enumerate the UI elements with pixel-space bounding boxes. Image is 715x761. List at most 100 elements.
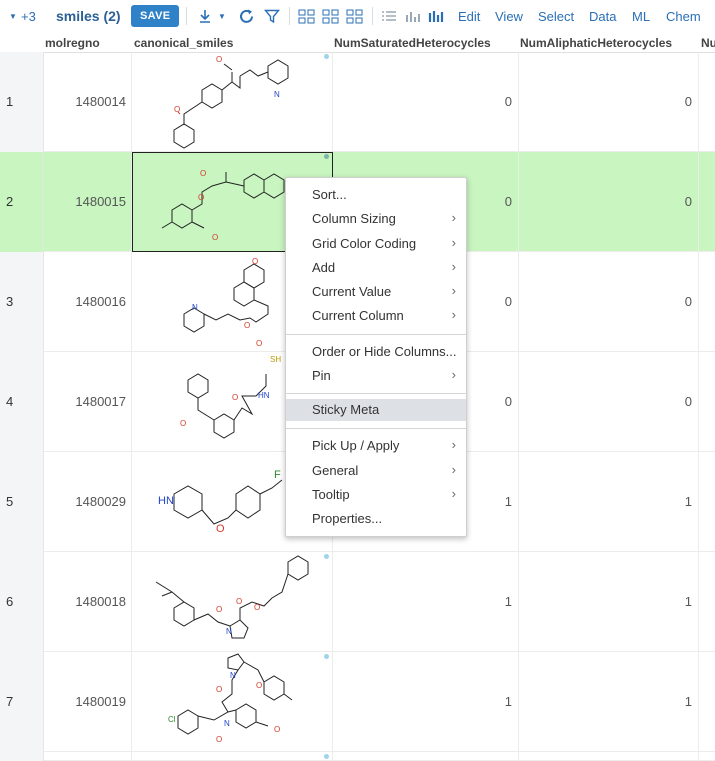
column-header-canonical-smiles[interactable]: canonical_smiles xyxy=(134,36,234,50)
molregno-cell[interactable]: 1480017 xyxy=(44,352,132,452)
menu-data[interactable]: Data xyxy=(589,8,617,24)
row-header[interactable]: 3 xyxy=(0,252,44,352)
num-saturated-heterocycles-cell[interactable]: 0 xyxy=(333,252,519,352)
grid-layout-icon[interactable] xyxy=(298,0,315,32)
molregno-cell[interactable]: 1480016 xyxy=(44,252,132,352)
row-header[interactable]: 4 xyxy=(0,352,44,452)
table-row[interactable] xyxy=(0,752,715,761)
num-saturated-heterocycles-cell[interactable]: 0 xyxy=(333,52,519,152)
table-row[interactable]: 7 1480019 Cl N N O O O O 1 1 xyxy=(0,652,715,752)
extra-tabs-count[interactable]: +3 xyxy=(21,8,36,24)
column-list-icon[interactable] xyxy=(381,0,397,32)
smiles-cell[interactable]: Cl N N O O O O xyxy=(132,652,333,752)
num-saturated-heterocycles-cell[interactable]: 1 xyxy=(333,552,519,652)
tile-layout-icon[interactable] xyxy=(322,0,339,32)
num-aliphatic-heterocycles-cell[interactable]: 1 xyxy=(519,652,699,752)
num-saturated-heterocycles-cell[interactable]: 0 xyxy=(333,352,519,452)
row-header[interactable]: 6 xyxy=(0,552,44,652)
molregno-cell[interactable]: 1480014 xyxy=(44,52,132,152)
menu-item-pin[interactable]: Pin › xyxy=(312,367,456,383)
num-saturated-heterocycles-cell[interactable] xyxy=(333,752,519,761)
menu-item-sort[interactable]: Sort... xyxy=(312,187,347,202)
num-aliphatic-heterocycles-cell[interactable]: 0 xyxy=(519,352,699,452)
chevron-right-icon: › xyxy=(451,210,456,225)
table-row[interactable]: 5 1480029 HN O F 1 1 xyxy=(0,452,715,552)
menu-edit[interactable]: Edit xyxy=(458,8,481,24)
table-row[interactable]: 6 1480018 O N O O 1 1 xyxy=(0,552,715,652)
atom-label: O xyxy=(254,603,260,612)
filter-icon[interactable] xyxy=(264,0,280,32)
molregno-cell[interactable]: 1480019 xyxy=(44,652,132,752)
menu-item-current-column[interactable]: Current Column › xyxy=(312,307,456,323)
molregno-value: 1480016 xyxy=(75,294,126,309)
row-header[interactable] xyxy=(0,752,44,761)
molecule-indicator-dot xyxy=(324,54,329,59)
menu-ml[interactable]: ML xyxy=(632,8,651,24)
num-aliphatic-heterocycles-cell[interactable]: 0 xyxy=(519,52,699,152)
menu-item-column-sizing[interactable]: Column Sizing › xyxy=(312,210,456,226)
menu-chem[interactable]: Chem xyxy=(666,8,701,24)
table-row[interactable]: 1 1480014 O O N 0 0 xyxy=(0,52,715,152)
smiles-cell[interactable] xyxy=(132,752,333,761)
menu-item-tooltip[interactable]: Tooltip › xyxy=(312,486,456,502)
num-aliphatic-heterocycles-cell[interactable]: 0 xyxy=(519,252,699,352)
column-header-num-saturated-heterocycles[interactable]: NumSaturatedHeterocycles xyxy=(334,36,491,50)
cell-value: 0 xyxy=(504,194,512,209)
molecule-structure: HN O F xyxy=(158,469,283,535)
menu-item-properties[interactable]: Properties... xyxy=(312,511,383,526)
num-aliphatic-heterocycles-cell[interactable] xyxy=(519,752,699,761)
atom-label: SH xyxy=(270,355,281,364)
menu-item-current-value[interactable]: Current Value › xyxy=(312,283,456,299)
atom-label: F xyxy=(274,469,281,481)
atom-label: O xyxy=(174,105,180,114)
menu-divider xyxy=(286,393,466,394)
molregno-cell[interactable]: 1480018 xyxy=(44,552,132,652)
menu-item-general[interactable]: General › xyxy=(312,462,456,478)
column-header-next[interactable]: Nu xyxy=(701,36,715,50)
chevron-right-icon: › xyxy=(451,259,456,274)
table-row[interactable]: 3 1480016 N O O O 0 0 xyxy=(0,252,715,352)
card-layout-icon[interactable] xyxy=(346,0,363,32)
save-button[interactable]: SAVE xyxy=(131,0,180,32)
row-number: 5 xyxy=(6,494,14,509)
row-number: 1 xyxy=(6,94,14,109)
molregno-cell[interactable] xyxy=(44,752,132,761)
menu-view[interactable]: View xyxy=(495,8,523,24)
row-header[interactable]: 5 xyxy=(0,452,44,552)
molregno-cell[interactable]: 1480015 xyxy=(44,152,132,252)
menu-item-order-hide-columns[interactable]: Order or Hide Columns... xyxy=(312,344,457,359)
smiles-cell[interactable]: O N O O xyxy=(132,552,333,652)
num-saturated-heterocycles-cell[interactable]: 1 xyxy=(333,452,519,552)
atom-label: N xyxy=(226,627,232,636)
menu-item-pick-up-apply[interactable]: Pick Up / Apply › xyxy=(312,437,456,453)
smiles-cell[interactable]: O O N xyxy=(132,52,333,152)
molecule-structure: N O O O xyxy=(183,257,269,348)
column-header-molregno[interactable]: molregno xyxy=(45,36,100,50)
row-header[interactable]: 7 xyxy=(0,652,44,752)
row-number: 6 xyxy=(6,594,14,609)
expand-caret-icon[interactable]: ▼ xyxy=(9,11,17,21)
download-dropdown-icon[interactable]: ▼ xyxy=(218,11,226,21)
column-header-num-aliphatic-heterocycles[interactable]: NumAliphaticHeterocycles xyxy=(520,36,673,50)
num-saturated-heterocycles-cell[interactable]: 0 xyxy=(333,152,519,252)
menu-select[interactable]: Select xyxy=(538,8,575,24)
row-header[interactable]: 1 xyxy=(0,52,44,152)
menu-item-add[interactable]: Add › xyxy=(312,259,456,275)
molecule-indicator-dot xyxy=(324,754,329,759)
bar-chart-icon[interactable] xyxy=(428,0,446,32)
row-header[interactable]: 2 xyxy=(0,152,44,252)
menu-item-sticky-meta[interactable]: Sticky Meta xyxy=(286,399,466,421)
column-stats-icon[interactable] xyxy=(405,0,421,32)
num-aliphatic-heterocycles-cell[interactable]: 1 xyxy=(519,552,699,652)
menu-item-grid-color-coding[interactable]: Grid Color Coding › xyxy=(312,235,456,251)
download-icon[interactable] xyxy=(197,0,213,32)
atom-label: O xyxy=(216,685,222,694)
table-title[interactable]: smiles (2) xyxy=(56,8,121,24)
molecule-structure: Cl N N O O O O xyxy=(168,653,293,744)
molregno-value: 1480015 xyxy=(75,194,126,209)
refresh-icon[interactable] xyxy=(238,0,255,32)
molregno-cell[interactable]: 1480029 xyxy=(44,452,132,552)
num-aliphatic-heterocycles-cell[interactable]: 1 xyxy=(519,452,699,552)
num-aliphatic-heterocycles-cell[interactable]: 0 xyxy=(519,152,699,252)
num-saturated-heterocycles-cell[interactable]: 1 xyxy=(333,652,519,752)
